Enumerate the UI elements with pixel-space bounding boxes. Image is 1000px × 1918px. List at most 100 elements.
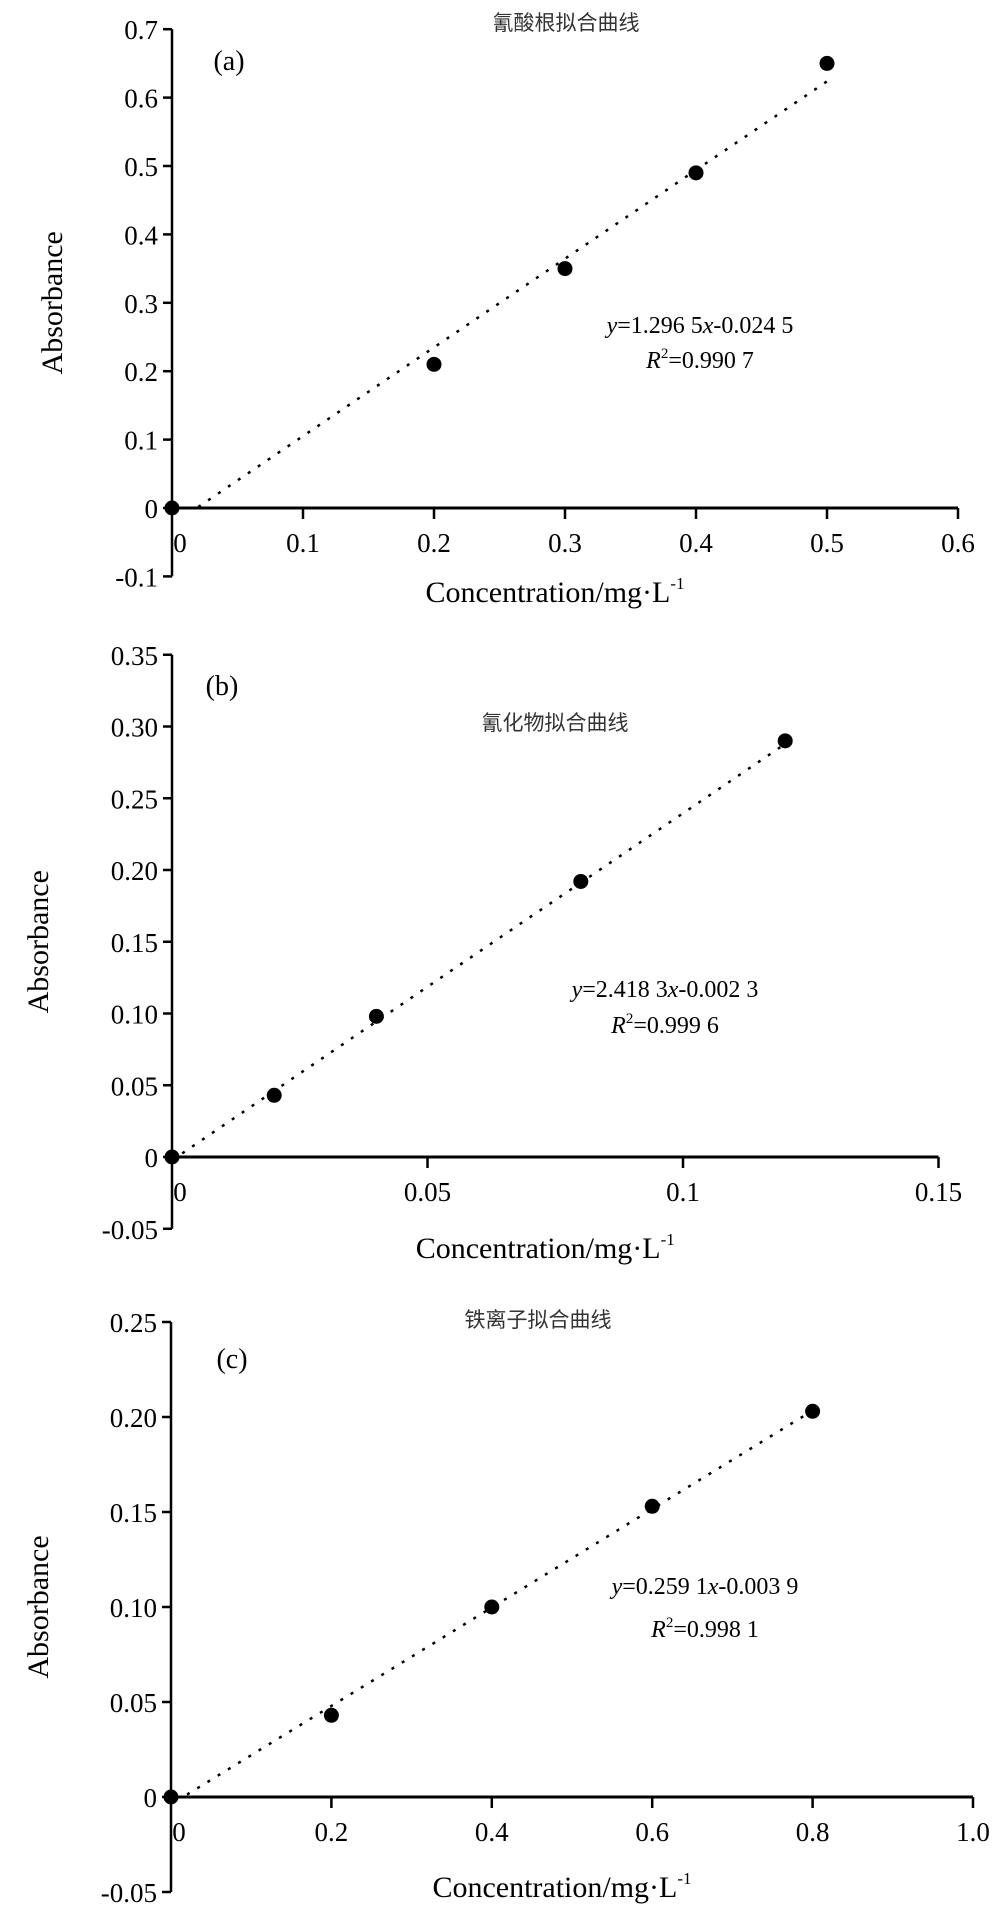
r-superscript: 2 [626, 1011, 634, 1027]
data-point [164, 1149, 180, 1165]
data-point [805, 1403, 821, 1419]
equation-part: y [605, 313, 618, 339]
fit-equation: y=2.418 3x-0.002 3 [570, 977, 759, 1003]
data-point [323, 1707, 339, 1723]
panel-label: (a) [213, 46, 244, 77]
y-tick-label: 0.6 [124, 84, 158, 114]
r-symbol: R [610, 1013, 626, 1039]
x-tick-label: 0.05 [404, 1177, 451, 1207]
x-tick-label: 0.4 [475, 1817, 509, 1847]
r-squared: R2=0.990 7 [645, 346, 754, 374]
y-tick-label: 0.10 [111, 1000, 158, 1030]
y-tick-label: 0.05 [111, 1071, 158, 1101]
panel-label: (b) [206, 671, 239, 702]
y-tick-label: 0.35 [111, 641, 158, 671]
r-value: =0.999 6 [633, 1013, 719, 1039]
equation-part: x [667, 977, 679, 1003]
x-axis-label-text: Concentration/mg·L [425, 576, 670, 609]
x-tick-label: 0.2 [417, 528, 451, 558]
x-tick-label: 0 [173, 1177, 187, 1207]
data-point [368, 1008, 384, 1024]
y-tick-label: -0.05 [101, 1878, 157, 1908]
data-point [557, 261, 573, 277]
y-tick-label: 0.2 [124, 357, 158, 387]
r-symbol: R [645, 348, 661, 374]
y-tick-label: 0.10 [110, 1593, 157, 1623]
data-point [163, 1789, 179, 1805]
data-point [164, 500, 180, 516]
x-tick-label: 0.8 [796, 1817, 830, 1847]
y-tick-label: 0.3 [124, 289, 158, 319]
chart-panel-a: -0.1 0 0.1 0.2 0.3 0.4 0.5 0.6 0.7 0 0.1 0.2 0.3 0.4 0… [36, 11, 975, 609]
equation-part: y [570, 977, 583, 1003]
r-superscript: 2 [666, 1615, 674, 1631]
y-tick-label: 0.15 [110, 1498, 157, 1528]
x-tick-label: 0 [172, 1817, 186, 1847]
x-axis-label-superscript: -1 [677, 1869, 691, 1888]
y-tick-label: 0.4 [124, 220, 158, 250]
equation-part: =0.259 1 [622, 1574, 708, 1600]
data-point [777, 733, 793, 749]
y-tick-label: 0 [144, 1783, 158, 1813]
r-squared: R2=0.999 6 [610, 1011, 719, 1039]
chart-panel-b: -0.05 0 0.05 0.10 0.15 0.20 0.25 0.30 0.35 0 0.05 0… [22, 641, 962, 1265]
x-axis-label: Concentration/mg·L-1 [416, 1230, 675, 1265]
r-superscript: 2 [661, 346, 669, 362]
y-tick-label: 0.1 [124, 426, 158, 456]
data-point [426, 356, 442, 372]
fit-line [181, 742, 786, 1155]
panel-label: (c) [216, 1344, 247, 1375]
equation-part: -0.002 3 [678, 977, 758, 1003]
x-tick-label: 1.0 [956, 1817, 990, 1847]
fit-line [186, 1409, 814, 1796]
y-axis-label: Absorbance [22, 1535, 55, 1678]
y-tick-label: 0.25 [110, 1308, 157, 1338]
fit-equation: y=1.296 5x-0.024 5 [605, 313, 794, 339]
x-axis-label-superscript: -1 [661, 1230, 675, 1249]
y-tick-label: 0.05 [110, 1688, 157, 1718]
equation-part: =1.296 5 [617, 313, 703, 339]
x-tick-label: 0.4 [679, 528, 713, 558]
fit-equation: y=0.259 1x-0.003 9 [610, 1574, 799, 1600]
x-tick-label: 0 [173, 528, 187, 558]
x-tick-label: 0.1 [666, 1177, 700, 1207]
y-tick-label: 0.5 [124, 152, 158, 182]
r-value: =0.998 1 [673, 1617, 759, 1643]
y-tick-label: 0 [145, 494, 159, 524]
r-squared: R2=0.998 1 [650, 1615, 759, 1643]
chart-title: 氰酸根拟合曲线 [493, 11, 640, 35]
data-point [644, 1498, 660, 1514]
data-point [819, 55, 835, 71]
x-tick-label: 0.1 [286, 528, 320, 558]
equation-part: -0.003 9 [718, 1574, 798, 1600]
x-tick-label: 0.6 [635, 1817, 669, 1847]
chart-title: 铁离子拟合曲线 [465, 1308, 612, 1332]
data-point [484, 1599, 500, 1615]
y-tick-label: 0.30 [111, 713, 158, 743]
chart-title: 氰化物拟合曲线 [482, 711, 629, 735]
equation-part: y [610, 1574, 623, 1600]
x-axis-label-text: Concentration/mg·L [416, 1232, 661, 1265]
y-tick-label: 0 [145, 1143, 159, 1173]
y-tick-label: 0.7 [124, 15, 158, 45]
data-point [266, 1087, 282, 1103]
y-tick-label: -0.1 [115, 562, 158, 592]
equation-part: =2.418 3 [582, 977, 668, 1003]
r-value: =0.990 7 [668, 348, 754, 374]
y-axis-label: Absorbance [36, 231, 69, 374]
chart-panel-c: -0.05 0 0.05 0.10 0.15 0.20 0.25 0 0.2 0.4 0.6 0.8 1… [22, 1308, 990, 1908]
x-tick-label: 0.3 [548, 528, 582, 558]
y-tick-label: 0.20 [111, 856, 158, 886]
x-tick-label: 0.6 [941, 528, 975, 558]
y-tick-label: -0.05 [102, 1215, 158, 1245]
data-point [688, 165, 704, 181]
fit-line [197, 80, 828, 509]
x-tick-label: 0.5 [810, 528, 844, 558]
y-tick-label: 0.25 [111, 784, 158, 814]
equation-part: -0.024 5 [713, 313, 793, 339]
r-symbol: R [650, 1617, 666, 1643]
y-axis-label: Absorbance [22, 870, 55, 1013]
data-point [573, 873, 589, 889]
x-axis-label-superscript: -1 [670, 574, 684, 593]
y-tick-label: 0.20 [110, 1403, 157, 1433]
